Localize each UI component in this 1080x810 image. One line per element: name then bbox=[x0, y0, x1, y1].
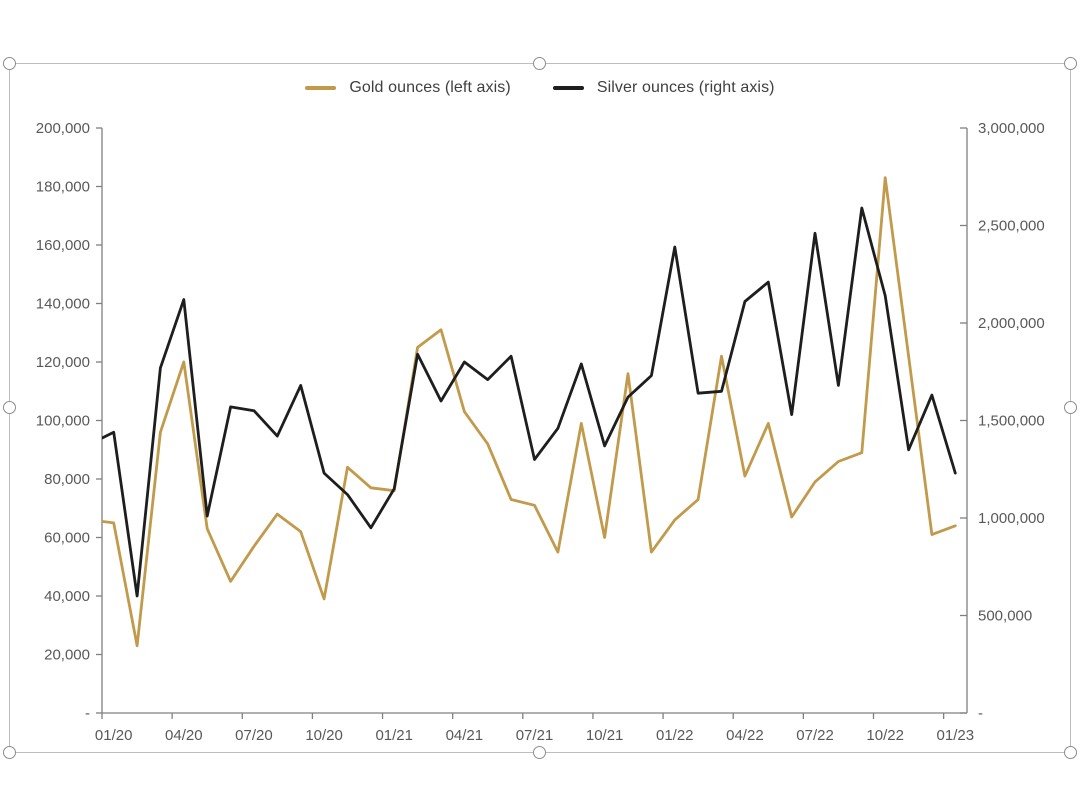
left-axis-tick-label: 160,000 bbox=[36, 237, 90, 254]
x-axis-tick-label: 04/22 bbox=[726, 727, 764, 744]
selection-handle-bottom-middle[interactable] bbox=[533, 746, 546, 759]
legend-item-gold[interactable]: Gold ounces (left axis) bbox=[305, 79, 511, 97]
chart-legend[interactable]: Gold ounces (left axis) Silver ounces (ri… bbox=[10, 79, 1070, 97]
silver-series-line[interactable] bbox=[90, 206, 957, 598]
left-axis-tick-label: - bbox=[85, 705, 90, 722]
x-axis-tick-label: 04/21 bbox=[446, 727, 484, 744]
left-axis-tick-label: 200,000 bbox=[36, 120, 90, 137]
x-axis-tick-label: 04/20 bbox=[165, 727, 203, 744]
right-axis-tick-label: 2,000,000 bbox=[978, 315, 1045, 332]
selection-handle-top-middle[interactable] bbox=[533, 57, 546, 70]
right-axis-tick-label: 1,500,000 bbox=[978, 413, 1045, 430]
left-axis-tick-label: 100,000 bbox=[36, 413, 90, 430]
x-axis-tick-label: 10/20 bbox=[305, 727, 343, 744]
left-value-axis[interactable]: - 20,000 40,000 60,000 80,000 100,000 120,000 1… bbox=[36, 120, 103, 722]
x-axis-tick-label: 10/21 bbox=[586, 727, 624, 744]
left-axis-tick-label: 80,000 bbox=[44, 471, 90, 488]
x-axis-tick-label: 01/21 bbox=[375, 727, 413, 744]
gold-series-line[interactable] bbox=[90, 176, 957, 648]
left-axis-tick-label: 60,000 bbox=[44, 530, 90, 547]
selection-handle-top-right[interactable] bbox=[1064, 57, 1077, 70]
left-axis-tick-label: 20,000 bbox=[44, 647, 90, 664]
selection-handle-middle-right[interactable] bbox=[1064, 401, 1077, 414]
right-axis-tick-label: 2,500,000 bbox=[978, 218, 1045, 235]
selection-handle-bottom-right[interactable] bbox=[1064, 746, 1077, 759]
right-axis-tick-label: - bbox=[978, 705, 983, 722]
selection-handle-top-left[interactable] bbox=[3, 57, 16, 70]
x-axis-tick-label: 07/20 bbox=[235, 727, 273, 744]
gold-line-swatch-icon bbox=[305, 86, 337, 90]
legend-label-silver: Silver ounces (right axis) bbox=[596, 79, 775, 96]
x-axis-tick-label: 07/21 bbox=[516, 727, 554, 744]
category-axis[interactable]: 01/20 04/20 07/20 10/20 01/21 04/21 07/21 10/21… bbox=[95, 712, 975, 744]
right-axis-tick-label: 1,000,000 bbox=[978, 510, 1045, 527]
right-value-axis[interactable]: - 500,000 1,000,000 1,500,000 2,000,000 2,500… bbox=[960, 120, 1045, 722]
legend-item-silver[interactable]: Silver ounces (right axis) bbox=[552, 79, 775, 97]
left-axis-tick-label: 120,000 bbox=[36, 354, 90, 371]
chart-plot-area[interactable]: - 20,000 40,000 60,000 80,000 100,000 120,000 1… bbox=[10, 64, 1072, 754]
x-axis-tick-label: 10/22 bbox=[866, 727, 904, 744]
left-axis-tick-label: 40,000 bbox=[44, 588, 90, 605]
x-axis-tick-label: 01/23 bbox=[937, 727, 975, 744]
legend-label-gold: Gold ounces (left axis) bbox=[349, 79, 511, 96]
x-axis-tick-label: 01/22 bbox=[656, 727, 694, 744]
x-axis-tick-label: 07/22 bbox=[796, 727, 834, 744]
right-axis-tick-label: 500,000 bbox=[978, 608, 1032, 625]
selection-handle-bottom-left[interactable] bbox=[3, 746, 16, 759]
chart-object[interactable]: Gold ounces (left axis) Silver ounces (ri… bbox=[3, 57, 1077, 759]
x-axis-tick-label: 01/20 bbox=[95, 727, 133, 744]
silver-line-swatch-icon bbox=[552, 86, 584, 90]
left-axis-tick-label: 140,000 bbox=[36, 296, 90, 313]
right-axis-tick-label: 3,000,000 bbox=[978, 120, 1045, 137]
selection-handle-middle-left[interactable] bbox=[3, 401, 16, 414]
left-axis-tick-label: 180,000 bbox=[36, 179, 90, 196]
